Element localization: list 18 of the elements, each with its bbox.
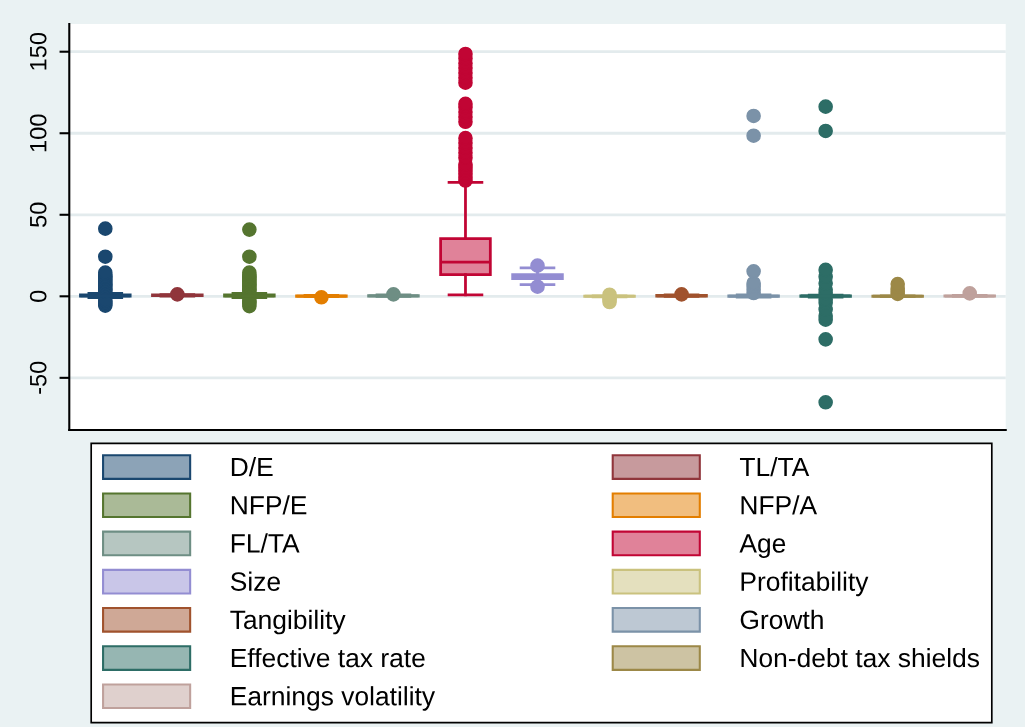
legend-label: Non-debt tax shields (741, 647, 979, 668)
legend-label: D/E (231, 456, 273, 477)
y-tick-label: 150 (29, 32, 47, 70)
y-tick-label: 100 (29, 114, 47, 152)
y-tick-label: 0 (29, 290, 47, 302)
legend-label: NFP/E (231, 495, 307, 515)
y-tick-label: -50 (29, 361, 47, 394)
legend-label: Effective tax rate (231, 647, 425, 668)
y-tick-label: 50 (29, 202, 47, 227)
legend-label: Profitability (741, 571, 869, 597)
legend-label: TL/TA (739, 456, 810, 477)
legend-label: NFP/A (741, 495, 818, 515)
legend-label: Earnings volatility (231, 686, 436, 711)
legend-label: Size (230, 571, 280, 591)
legend-label: FL/TA (231, 533, 300, 553)
legend-label: Age (739, 534, 786, 558)
legend-label: Growth (740, 609, 823, 630)
legend-label: Tangibility (230, 609, 346, 635)
